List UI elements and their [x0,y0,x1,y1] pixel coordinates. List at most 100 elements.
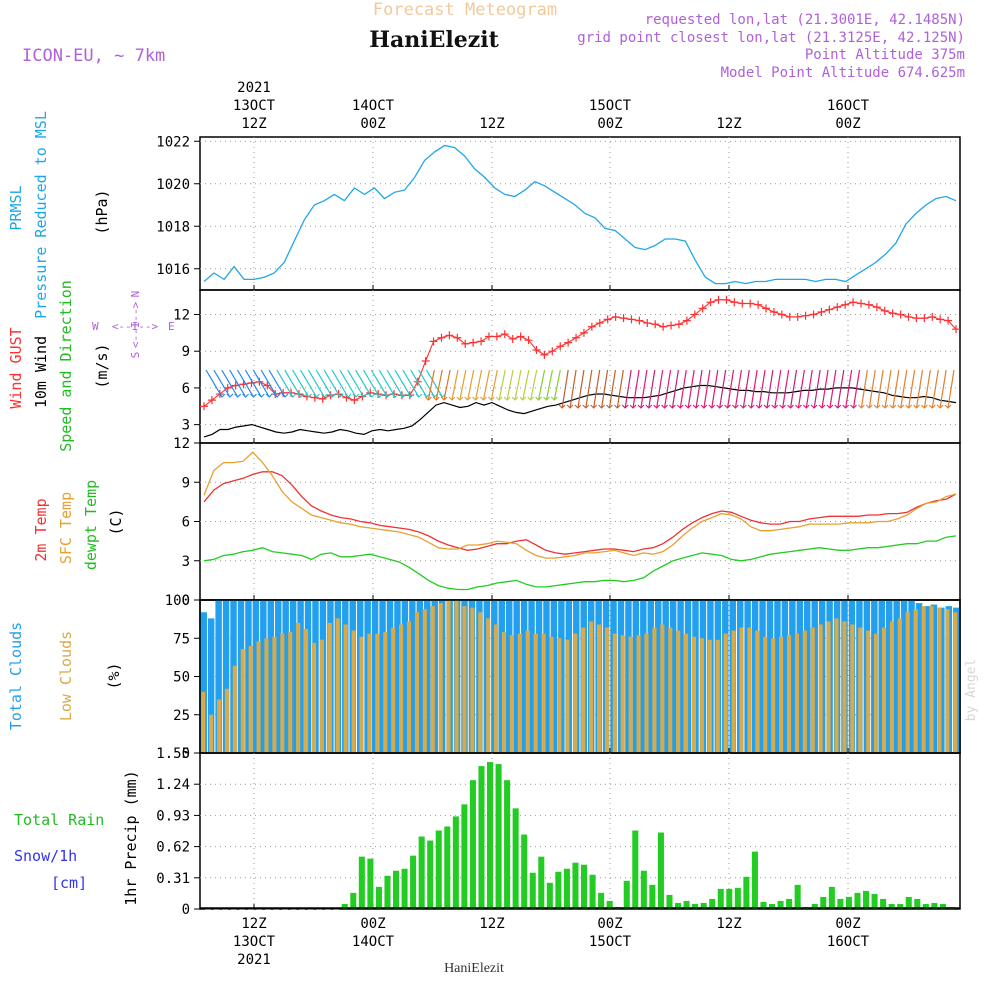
bottom-date-label: 15OCT [589,934,632,950]
rain-bar [939,903,946,909]
pressure-panel-labels: PRMSL Pressure Reduced to MSL (hPa) [7,111,111,319]
wind-direction-arrow [236,369,255,398]
temperature-panel-labels: 2m Temp SFC Temp dewpt Temp (C) [32,480,125,570]
gust-marker [904,312,913,321]
wind-arrow-head [376,393,383,398]
y-tick-label: 1.24 [156,777,190,793]
wind-direction-arrow [624,369,632,409]
low-clouds-label: Low Clouds [57,631,75,721]
compass-south: S [129,352,142,359]
wind-arrow-head [598,404,605,409]
low-clouds-bar [858,627,863,753]
wind-direction-arrow [276,369,294,398]
wind-arrow-head [858,404,865,409]
low-clouds-bar [367,633,372,753]
wind-arrow-head [889,404,897,409]
total-clouds-bar [923,606,930,753]
wind-arrow-head [810,404,818,409]
wind-direction-arrow [758,369,766,409]
wind-arrow-head [543,396,550,401]
wind-arrow-head [692,404,700,409]
rain-bar [589,874,596,909]
wind-arrow-head [336,393,344,398]
rain-bar [461,804,468,909]
wind-arrow-head [407,393,415,398]
gust-marker [912,314,921,323]
gust-marker [603,315,612,324]
wind-arrow-head [535,396,542,401]
bottom-time-axis: 12Z 13OCT 2021 00Z 14OCT 12Z 00Z 15OCT 1… [233,916,870,968]
wind-arrow-head [653,404,661,409]
top-time-axis: 2021 13OCT 12Z 14OCT 00Z 12Z 15OCT 00Z 1… [233,80,870,132]
clouds-panel-labels: Total Clouds Low Clouds (%) [7,622,123,730]
total-clouds-bar [535,600,543,753]
rain-bar [598,892,605,909]
rain-bar [922,903,929,909]
gust-marker [928,312,937,321]
rain-bar [307,909,314,910]
wind-direction-arrow [498,369,506,401]
gust-marker [643,319,652,328]
wind-arrow-head [905,404,913,409]
wind-arrow-head [944,404,952,409]
low-clouds-bar [351,630,356,753]
low-clouds-bar [311,642,317,753]
total-clouds-bar [498,600,505,753]
wind-arrow-head [558,404,566,409]
total-clouds-bar [528,600,535,753]
gust-marker [651,320,660,329]
gust-marker [674,320,683,329]
low-clouds-bar [802,630,807,753]
gust-marker [587,322,596,331]
rain-bar [871,893,878,909]
gust-marker [849,298,858,307]
rain-bar [880,898,887,909]
total-clouds-bar [915,603,923,753]
y-tick-label: 0 [182,746,190,762]
gust-marker [896,310,905,319]
gust-marker [857,299,866,308]
gust-marker [492,332,501,341]
y-tick-label: 1016 [156,262,190,278]
gust-marker [350,396,359,405]
gust-marker [564,338,573,347]
low-clouds-bar [763,636,768,753]
total-clouds-bar [655,600,662,753]
dewpoint-label: dewpt Temp [82,480,100,570]
wind-arrow-head [739,404,747,409]
wind-arrow-head [550,396,558,401]
wind-direction-arrow [829,369,837,409]
gust-marker [421,356,430,365]
wind-direction-arrow [213,369,231,398]
gust-marker [524,336,533,345]
low-clouds-bar [581,627,586,753]
y-tick-label: 3 [182,418,190,434]
total-clouds-bar [513,600,520,753]
wind-direction-arrow [782,369,790,409]
low-clouds-bar [573,633,578,753]
rain-bar [555,871,562,909]
low-clouds-bar [747,627,752,753]
rain-bar [905,896,912,909]
wind-direction-arrow [695,369,703,409]
total-clouds-bar [885,600,893,753]
wind-arrow-head [464,396,472,401]
wind-direction-arrow [648,369,656,409]
wind-direction-arrow [837,369,845,409]
gust-marker [769,308,778,317]
gust-marker [864,300,873,309]
rain-bar [410,855,417,909]
wind-arrow-head [297,393,305,398]
rain-bar [299,909,306,910]
total-clouds-bar [781,600,789,753]
wind-direction-arrow [386,369,404,398]
low-clouds-bar [549,636,554,753]
wind-direction-arrow [307,369,325,398]
wind-direction-arrow [339,369,357,398]
gust-marker [793,312,802,321]
rain-bar [666,894,673,909]
wind-direction-arrow [474,369,483,401]
wind-direction-arrow [252,369,270,398]
wind-arrow-head [684,404,692,409]
gust-marker [762,304,771,313]
